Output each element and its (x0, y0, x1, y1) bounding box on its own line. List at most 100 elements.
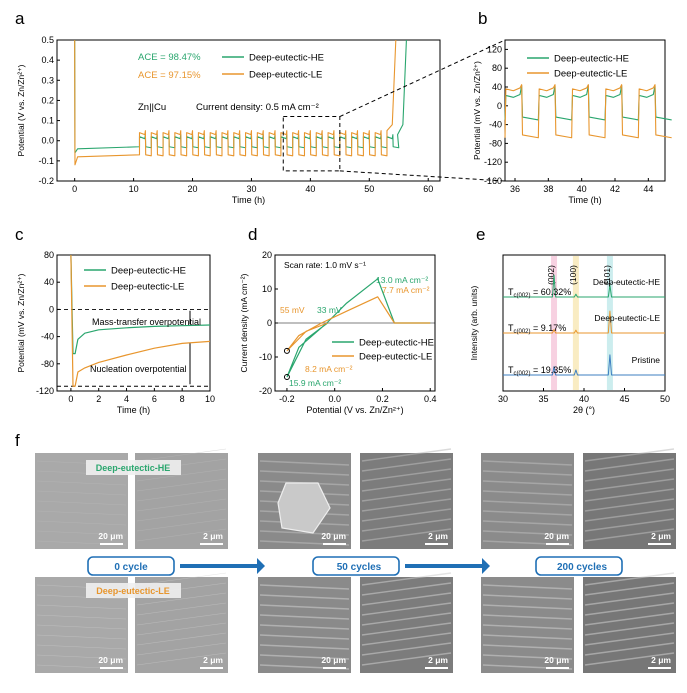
x-tick-label-e: 30 (498, 394, 508, 404)
legend-label-he: Deep-eutectic-HE (554, 54, 629, 65)
sem-texture (584, 488, 675, 502)
stage-arrow-head (257, 558, 265, 574)
data-label-he: 15.9 mA cm⁻² (289, 378, 341, 388)
series-line-le (74, 39, 397, 166)
zoom-box (282, 116, 341, 172)
x-tick-label-b: 36 (510, 184, 520, 194)
x-tick-label-c: 6 (152, 394, 157, 404)
cathodic-peak-marker (283, 374, 290, 381)
tc-label-he: Tc(002) = 60.32% (508, 287, 571, 299)
x-tick-label-a: 10 (129, 184, 139, 194)
y-tick-label-b: -40 (489, 120, 502, 130)
y-tick-label-d: 0 (267, 318, 272, 328)
tc-symbol: T (508, 287, 514, 297)
plot-frame-a (56, 39, 441, 182)
y-axis-label-a: Potential (V vs. Zn/Zn²⁺) (16, 64, 26, 156)
x-axis-label-b: Time (h) (568, 195, 601, 205)
sem-texture (482, 490, 573, 496)
row-label-bg (86, 583, 181, 598)
sem-texture (482, 594, 573, 600)
y-tick-label-a: 0.2 (41, 95, 54, 105)
x-tick-label-e: 35 (538, 394, 548, 404)
xrd-label-le: Deep-eutectic-LE (594, 313, 660, 323)
x-axis-label-e: 2θ (°) (573, 405, 595, 415)
sem-image: 2 μm (583, 448, 676, 549)
y-tick-label-d: -20 (259, 386, 272, 396)
legend-label-he: Deep-eutectic-HE (111, 266, 186, 277)
sem-texture (36, 634, 127, 640)
y-tick-label-b: 120 (487, 44, 502, 54)
panel-label-b: b (478, 9, 487, 28)
panel-label-e: e (476, 225, 485, 244)
sem-texture (259, 530, 350, 536)
panel-label-a: a (15, 9, 25, 28)
sem-texture (36, 654, 127, 660)
scale-bar-label: 20 μm (98, 655, 123, 665)
sem-texture (259, 604, 350, 610)
x-tick-label-a: 30 (246, 184, 256, 194)
series-line-le (504, 84, 672, 139)
sem-texture (136, 528, 227, 542)
peak-label: (101) (602, 265, 612, 285)
sem-texture (584, 582, 675, 596)
sem-texture (361, 448, 452, 462)
sem-texture (136, 498, 227, 512)
sem-texture (361, 602, 452, 616)
sem-texture (361, 488, 452, 502)
sem-texture (361, 652, 452, 666)
x-tick-label-b: 44 (643, 184, 653, 194)
y-tick-label-c: -40 (41, 332, 54, 342)
tc-label-pristine: Tc(002) = 19.35% (508, 365, 571, 377)
sem-image: 2 μm (583, 572, 676, 673)
y-tick-label-b: -160 (484, 176, 502, 186)
series-line-le (503, 310, 665, 334)
sem-texture (361, 508, 452, 522)
y-tick-label-b: -120 (484, 157, 502, 167)
x-tick-label-a: 60 (423, 184, 433, 194)
xrd-label-he: Deep-eutectic-HE (593, 277, 660, 287)
series-line-pristine (503, 354, 665, 376)
stage-badge (87, 556, 175, 576)
annotation-cell: Zn||Cu (138, 102, 166, 113)
y-axis-label-b: Potential (mV vs. Zn/Zn²⁺) (472, 61, 482, 160)
y-tick-label-b: -80 (489, 138, 502, 148)
row-label-he: Deep-eutectic-HE (96, 463, 171, 473)
legend-label-he: Deep-eutectic-HE (359, 338, 434, 349)
sem-texture (482, 644, 573, 650)
sem-texture (361, 498, 452, 512)
sem-texture (482, 530, 573, 536)
x-axis-label-c: Time (h) (117, 405, 150, 415)
scale-bar-label: 2 μm (428, 531, 448, 541)
x-tick-label-c: 4 (124, 394, 129, 404)
y-tick-label-a: -0.1 (38, 156, 54, 166)
sem-texture (361, 458, 452, 472)
peak-band (606, 256, 613, 390)
y-tick-label-a: 0.0 (41, 136, 54, 146)
x-tick-label-c: 0 (68, 394, 73, 404)
sem-texture (584, 652, 675, 666)
sem-texture (584, 448, 675, 462)
x-tick-label-c: 10 (205, 394, 215, 404)
sem-texture (36, 520, 127, 526)
legend-label-le: Deep-eutectic-LE (554, 69, 627, 80)
sem-texture (259, 634, 350, 640)
sem-texture (259, 614, 350, 620)
scale-bar-label: 2 μm (203, 655, 223, 665)
x-tick-label-b: 38 (543, 184, 553, 194)
sem-texture (584, 518, 675, 532)
sem-texture (584, 602, 675, 616)
sem-texture (259, 584, 350, 590)
sem-texture (361, 518, 452, 532)
sem-texture (136, 468, 227, 482)
sem-texture (36, 490, 127, 496)
sem-texture (482, 654, 573, 660)
sem-image: 20 μm (481, 577, 574, 673)
scale-bar-label: 20 μm (321, 531, 346, 541)
plot-frame-c (56, 254, 211, 392)
series-line-le (70, 254, 211, 387)
y-tick-label-b: 80 (492, 63, 502, 73)
panel-label-f: f (15, 431, 20, 450)
y-tick-label-c: 40 (44, 277, 54, 287)
peak-band (551, 256, 558, 390)
